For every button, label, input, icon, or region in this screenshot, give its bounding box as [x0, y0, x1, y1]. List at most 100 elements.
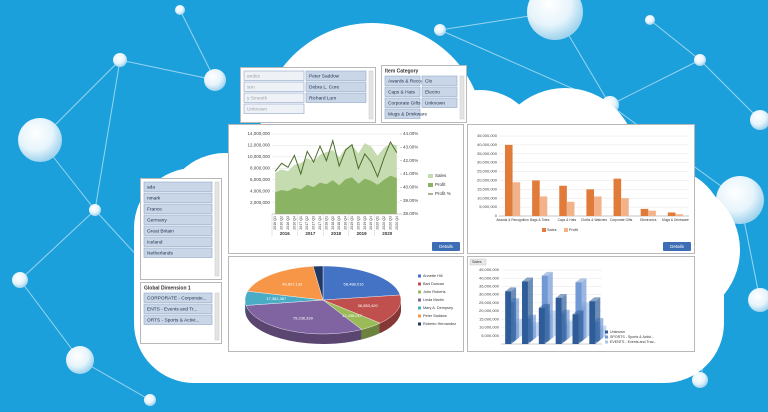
slicer-item[interactable] [143, 247, 213, 258]
x-tick-label: 2016 Q2 [280, 216, 284, 230]
bar [566, 201, 575, 216]
bar [559, 185, 567, 216]
slicer-item-label: son [247, 85, 255, 90]
x-tick-label: 2018 Q2 [331, 216, 335, 230]
data-label: 12,438,017 [342, 313, 363, 318]
y-tick-label: 10,000,000 [247, 154, 270, 159]
slicer-item-label: Unknown [247, 106, 267, 112]
group-label: 2017 [305, 231, 316, 236]
network-nodes [12, 0, 768, 406]
x-tick-label: 2016 Q4 [292, 216, 296, 230]
slicer-scrollbar [214, 181, 220, 277]
data-label: 36,853,420 [358, 303, 379, 308]
legend-swatch [605, 340, 608, 344]
slicer-item[interactable] [384, 86, 421, 97]
slicer-item[interactable] [143, 292, 213, 303]
slicer-item[interactable] [305, 81, 367, 92]
area [275, 175, 397, 214]
x-tick-label: 2019 Q3 [363, 216, 367, 230]
slicer-item[interactable] [384, 108, 421, 119]
slicer-item[interactable] [421, 75, 458, 86]
x-tick-label: 2017 Q4 [318, 216, 322, 230]
bar-side [578, 310, 584, 344]
slicer-title: Item Category [385, 68, 419, 74]
y-tick-label: 25,000,000 [477, 169, 498, 174]
y2-tick-label: 43.00% [403, 145, 418, 150]
details-button[interactable] [432, 242, 460, 251]
slicer-item[interactable] [143, 214, 213, 225]
pie-slice [245, 299, 363, 335]
slicer-item[interactable] [143, 225, 213, 236]
slicer-item[interactable] [243, 70, 305, 81]
y-tick-label: 20,000,000 [479, 308, 500, 313]
legend-swatch [428, 174, 433, 178]
slicer-item[interactable] [143, 236, 213, 247]
bar-top [589, 297, 601, 302]
legend-swatch [542, 228, 546, 232]
slicer-item[interactable] [421, 86, 458, 97]
x-tick-label: 2019 Q2 [356, 216, 360, 230]
legend-label: Mary A. Dempsey [423, 306, 453, 310]
legend-swatch [418, 282, 421, 286]
legend-label: Annette Hill [423, 274, 443, 278]
bar-top [575, 278, 587, 283]
bar-side [511, 287, 517, 344]
bar-side [595, 297, 601, 344]
x-tick-label: 2016 Q3 [286, 216, 290, 230]
slicer-item[interactable] [143, 303, 213, 314]
bar [640, 208, 649, 216]
x-tick-label: 2019 Q1 [350, 216, 354, 230]
slicer-item-label: andez [247, 73, 261, 79]
slicer-item[interactable] [305, 70, 367, 81]
legend-label: Unknown [610, 330, 625, 334]
details-button[interactable] [663, 242, 691, 251]
y-tick-label: 45,000,000 [477, 133, 498, 138]
bar [539, 196, 548, 216]
slicer-item[interactable] [384, 75, 421, 86]
bar-side [527, 277, 533, 344]
slicer-item[interactable] [384, 97, 421, 108]
legend-label: Profit % [435, 191, 451, 196]
y-tick-label: 40,000,000 [477, 142, 498, 147]
x-tick-label: Electronics [640, 218, 656, 222]
slicer-item[interactable] [143, 181, 213, 192]
bar [505, 291, 512, 345]
y-tick-label: 35,000,000 [479, 284, 500, 289]
chart-panel: Sales 5,000,000 10,000,000 15,000,000 20,000… [467, 256, 695, 352]
bar [572, 314, 579, 345]
slicer-item[interactable] [143, 203, 213, 214]
bar-top [541, 271, 553, 276]
x-tick-label: 2018 Q4 [344, 216, 348, 230]
y-tick-label: 8,000,000 [250, 165, 271, 170]
y-tick-label: 5,000,000 [479, 204, 498, 209]
slicer-item[interactable] [243, 92, 305, 103]
slicer-item[interactable] [243, 81, 305, 92]
legend-swatch [418, 298, 421, 302]
legend-label: Profit [569, 228, 579, 232]
slicer-item-label: Debra L. Core [309, 84, 339, 90]
slicer-item[interactable] [143, 192, 213, 203]
x-tick-label: 2020 Q4 [395, 216, 399, 230]
slicer-item[interactable] [421, 97, 458, 108]
chart-panel: 0 5,000,000 10,000,000 15,000,000 20,000,000… [467, 124, 695, 254]
bar [504, 144, 513, 216]
legend-swatch [418, 274, 421, 278]
slicer: andez Peter Saddow son Debra L. Core y Smeet… [240, 67, 376, 123]
pie-slice [322, 265, 401, 301]
slicer-item[interactable] [143, 314, 213, 325]
slicer-item[interactable] [243, 103, 305, 114]
bar [512, 182, 521, 216]
y-tick-label: 10,000,000 [479, 325, 500, 330]
y-tick-label: 20,000,000 [477, 178, 498, 183]
slicer-scrollbar [459, 75, 465, 120]
x-tick-label: 2020 Q1 [376, 216, 380, 230]
group-label: 2019 [357, 231, 368, 236]
legend-label: Profit [435, 182, 446, 187]
pie-slice [312, 265, 324, 301]
slicer-item-label: Unknown [425, 100, 445, 106]
legend-swatch [418, 322, 421, 326]
slicer-item[interactable] [305, 92, 367, 103]
slicer-item-label: Mugs & Drinkware [388, 111, 428, 117]
